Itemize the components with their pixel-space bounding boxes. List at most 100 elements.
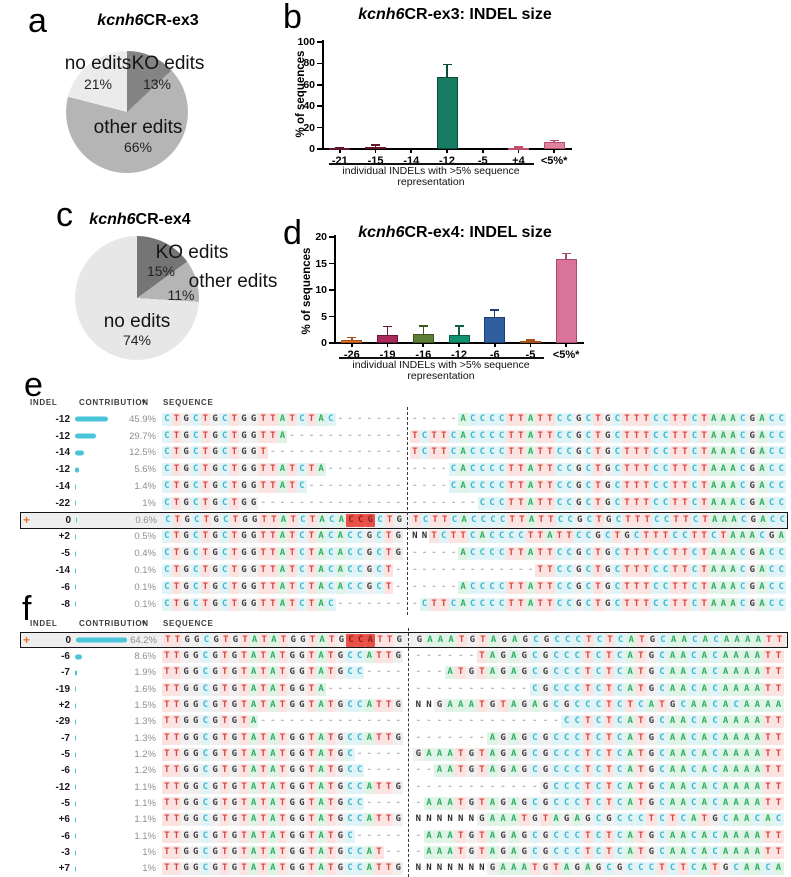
bar-+4 — [507, 147, 529, 150]
nt-cell: A — [317, 633, 327, 647]
nt-cell: T — [219, 715, 230, 729]
nt-cell: G — [297, 633, 308, 647]
nt-cell: A — [741, 862, 753, 876]
nt-cell: A — [248, 748, 259, 762]
nt-cell: C — [448, 463, 459, 477]
nt-cell: - — [395, 798, 401, 809]
nt-cell: T — [306, 666, 317, 680]
x-tick-label: <5%* — [540, 155, 568, 167]
allele-row: +2 0.5% C T G C T G C T G G T T A T C T A C A C C G C T G N N T C T T C A C… — [20, 529, 788, 546]
nt-cell: - — [299, 716, 305, 727]
nt-cell: G — [210, 412, 220, 426]
nt-cell: C — [487, 547, 497, 561]
contribution-percent: 8.6% — [134, 651, 156, 663]
nt-cell: A — [624, 797, 636, 811]
nt-cell: G — [210, 797, 220, 811]
nt-cell: G — [229, 682, 240, 696]
allele-row: -5 1.1% T T G G C G T G T A T A T G G T A T G C C - - - - - A A A T G T A G… — [20, 795, 788, 811]
contribution-bar — [75, 752, 77, 758]
nt-cell: - — [308, 497, 315, 508]
x-tick-mark — [339, 149, 341, 153]
nt-cell: A — [667, 650, 678, 664]
nt-cell: T — [536, 513, 546, 527]
nt-cell: - — [337, 716, 344, 727]
nt-cell: T — [162, 780, 172, 794]
nt-cell: A — [720, 715, 731, 729]
nt-cell: G — [540, 829, 551, 843]
error-bar — [386, 326, 389, 337]
nt-cell: T — [670, 564, 680, 578]
nt-cell: - — [366, 598, 372, 609]
nt-cell: T — [162, 846, 172, 860]
contribution-percent: 64.2% — [130, 634, 157, 646]
nt-cell: G — [210, 748, 220, 762]
nt-cell: T — [670, 480, 680, 494]
nt-cell: C — [477, 597, 488, 611]
nt-cell: N — [415, 863, 422, 874]
nt-cell: C — [355, 633, 366, 647]
nt-cell: C — [555, 513, 566, 527]
nt-cell: T — [171, 813, 182, 827]
nt-cell: C — [689, 580, 700, 594]
nt-cell: A — [487, 813, 498, 827]
panel-a-title-gene: kcnh6 — [97, 12, 144, 29]
nt-cell: G — [518, 748, 530, 762]
contribution-bar — [76, 517, 78, 523]
nt-cell: A — [699, 748, 710, 762]
nt-cell: C — [688, 862, 700, 876]
nt-cell: - — [376, 430, 382, 441]
nt-cell: C — [593, 650, 604, 664]
nt-cell: - — [385, 765, 392, 776]
nt-cell: T — [429, 446, 439, 460]
nt-cell: T — [287, 480, 297, 494]
nt-cell: C — [688, 764, 700, 778]
nt-cell: T — [506, 580, 517, 594]
contribution-bar-track — [75, 562, 109, 579]
nt-cell: N — [447, 814, 453, 825]
contribution-percent: 0.1% — [134, 581, 156, 593]
nt-cell: C — [709, 764, 721, 778]
nt-cell: - — [426, 732, 432, 743]
nt-cell: - — [468, 651, 474, 662]
nt-cell: T — [476, 797, 488, 811]
nt-cell: - — [366, 830, 372, 841]
nt-cell: T — [635, 846, 647, 860]
nt-cell: G — [335, 699, 346, 713]
nt-cell: - — [395, 830, 401, 841]
contribution-percent: 45.9% — [129, 413, 156, 425]
nt-cell: T — [582, 846, 594, 860]
error-bar-cap — [454, 325, 464, 327]
nt-cell: G — [182, 633, 192, 647]
error-bar-cap — [525, 339, 535, 341]
indel-value: -5 — [61, 548, 70, 560]
nt-cell: G — [518, 731, 530, 745]
nt-cell: G — [335, 764, 346, 778]
nt-cell: T — [384, 633, 395, 647]
nt-cell: T — [506, 480, 517, 494]
nt-cell: T — [476, 829, 488, 843]
nt-cell: - — [447, 716, 453, 727]
nt-cell: A — [624, 846, 636, 860]
nt-cell: T — [258, 666, 269, 680]
nt-cell: T — [277, 846, 288, 860]
nt-cell: - — [356, 497, 363, 508]
nt-cell: A — [742, 633, 754, 647]
nt-cell: G — [335, 731, 346, 745]
nt-cell: T — [535, 597, 545, 611]
nt-cell: C — [190, 496, 201, 510]
nt-cell: - — [457, 651, 464, 662]
nt-cell: G — [287, 829, 297, 843]
indel-value: -6 — [61, 651, 70, 663]
nt-cell: T — [641, 480, 652, 494]
nt-cell: C — [593, 682, 604, 696]
nt-cell: A — [741, 797, 753, 811]
nt-cell: C — [219, 480, 230, 494]
nt-cell: T — [656, 699, 668, 713]
nt-cell: G — [229, 731, 240, 745]
nt-cell: C — [688, 666, 700, 680]
nt-cell: - — [337, 683, 344, 694]
nt-cell: A — [248, 813, 259, 827]
x-tick-mark — [481, 149, 484, 153]
